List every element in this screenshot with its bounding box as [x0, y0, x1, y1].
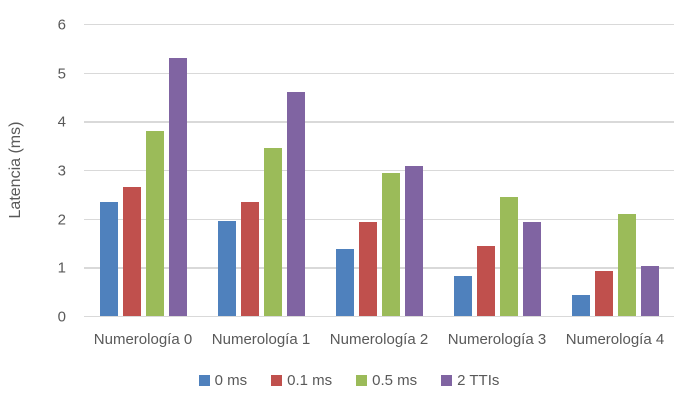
x-axis-label: Numerología 2 [329, 331, 429, 348]
x-axis-label: Numerología 0 [93, 331, 193, 348]
legend-swatch-icon [441, 375, 453, 386]
y-tick-label: 0 [57, 308, 66, 326]
gridline [84, 218, 674, 221]
y-axis-title: Latencia (ms) [7, 121, 24, 219]
bar [99, 201, 118, 316]
bar-group [202, 24, 320, 316]
y-tick-label: 2 [57, 211, 66, 229]
bar-groups [84, 24, 674, 316]
legend-label: 0.5 ms [372, 372, 418, 389]
legend-item: 0 ms [198, 372, 248, 389]
y-tick-label: 1 [57, 259, 66, 277]
bar [358, 222, 377, 316]
gridline [84, 316, 674, 318]
legend-item: 2 TTIs [441, 373, 499, 388]
x-axis-label: Numerología 1 [211, 331, 311, 348]
legend: 0 ms 0.1 ms 0.5 ms 2 TTIs [0, 373, 698, 388]
bar [617, 213, 636, 316]
bar [335, 248, 354, 316]
bar [381, 173, 400, 316]
y-tick-label: 4 [57, 113, 66, 131]
legend-swatch-icon [198, 375, 210, 386]
bar [453, 276, 472, 316]
plot-area: 0 1 2 3 4 5 6 [58, 18, 674, 325]
bar [594, 270, 613, 316]
bar-group [320, 24, 438, 316]
bar-group [438, 24, 556, 316]
bar-group [556, 24, 674, 316]
gridline [84, 170, 674, 172]
x-axis-label: Numerología 4 [565, 331, 665, 348]
y-tick-label: 5 [57, 65, 66, 83]
y-tick-label: 3 [57, 162, 66, 180]
gridline [84, 24, 674, 26]
bar [571, 295, 590, 316]
x-axis-labels: Numerología 0 Numerología 1 Numerología 2 N… [84, 331, 674, 348]
gridline [84, 121, 674, 123]
legend-label: 0 ms [214, 372, 248, 389]
legend-swatch-icon [356, 375, 368, 386]
bar [145, 131, 164, 316]
bar [263, 148, 282, 316]
legend-swatch-icon [271, 375, 283, 386]
legend-item: 0.5 ms [356, 373, 417, 388]
bar [168, 58, 187, 316]
x-axis-label: Numerología 3 [447, 331, 547, 348]
bar [217, 221, 236, 316]
bar [122, 187, 141, 316]
bar [522, 222, 541, 316]
bar [240, 201, 259, 316]
bar [476, 246, 495, 316]
bar [499, 196, 518, 316]
gridline [84, 267, 674, 269]
legend-item: 0.1 ms [271, 373, 332, 388]
bar [640, 266, 659, 316]
bar [404, 166, 423, 316]
y-tick-label: 6 [57, 16, 66, 34]
bar-group [84, 24, 202, 316]
legend-label: 2 TTIs [457, 372, 500, 389]
legend-label: 0.1 ms [287, 372, 333, 389]
bar [286, 92, 305, 316]
gridline [84, 72, 674, 75]
